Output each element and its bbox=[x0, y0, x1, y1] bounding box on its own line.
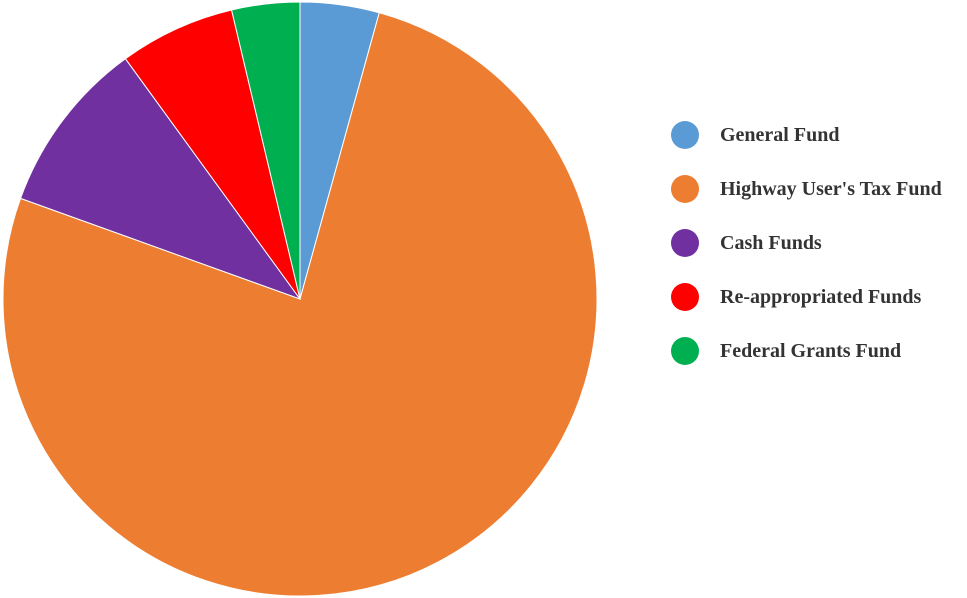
legend-label-cash-funds: Cash Funds bbox=[720, 231, 822, 254]
legend-item-general-fund: General Fund bbox=[671, 108, 942, 162]
legend-swatch-general-fund bbox=[671, 121, 699, 149]
legend-label-federal-grants-fund: Federal Grants Fund bbox=[720, 339, 902, 362]
legend-swatch-cash-funds bbox=[671, 229, 699, 257]
legend-item-highway-users-tax-fund: Highway User's Tax Fund bbox=[671, 162, 942, 216]
chart-legend: General Fund Highway User's Tax Fund Cas… bbox=[671, 108, 942, 378]
pie-slice-re-appropriated-funds bbox=[124, 9, 301, 300]
legend-item-re-appropriated-funds: Re-appropriated Funds bbox=[671, 270, 942, 324]
legend-item-federal-grants-fund: Federal Grants Fund bbox=[671, 324, 942, 378]
pie-slice-federal-grants-fund bbox=[230, 1, 301, 300]
pie-slice-cash-funds bbox=[19, 58, 302, 301]
pie-slice-highway-users-tax-fund bbox=[2, 12, 598, 597]
legend-label-general-fund: General Fund bbox=[720, 123, 840, 146]
legend-swatch-highway-users-tax-fund bbox=[671, 175, 699, 203]
legend-swatch-re-appropriated-funds bbox=[671, 283, 699, 311]
legend-label-highway-users-tax-fund: Highway User's Tax Fund bbox=[720, 177, 942, 200]
legend-item-cash-funds: Cash Funds bbox=[671, 216, 942, 270]
legend-swatch-federal-grants-fund bbox=[671, 337, 699, 365]
legend-label-re-appropriated-funds: Re-appropriated Funds bbox=[720, 285, 922, 308]
